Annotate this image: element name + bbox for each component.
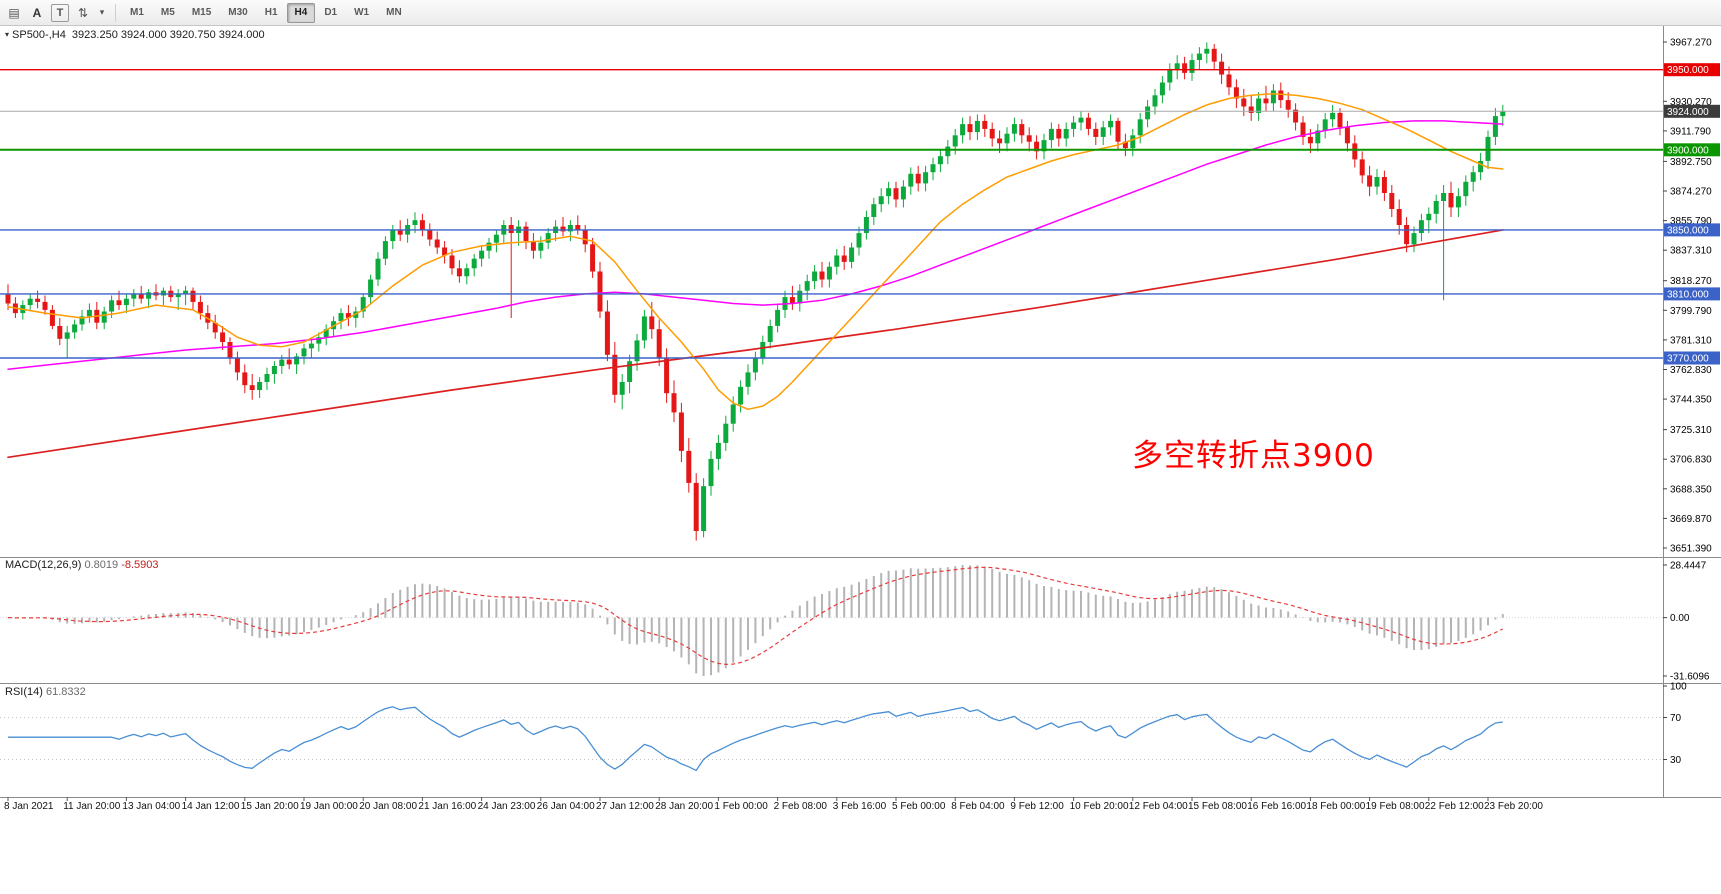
svg-text:28.4447: 28.4447 [1670,561,1707,572]
svg-text:100: 100 [1670,682,1687,693]
svg-text:16 Feb 16:00: 16 Feb 16:00 [1247,801,1306,812]
svg-text:5 Feb 00:00: 5 Feb 00:00 [892,801,946,812]
svg-text:3706.830: 3706.830 [1670,455,1712,466]
svg-text:19 Feb 08:00: 19 Feb 08:00 [1366,801,1425,812]
svg-text:3892.750: 3892.750 [1670,157,1712,168]
svg-text:3837.310: 3837.310 [1670,246,1712,257]
toolbar-separator [115,3,116,22]
svg-text:8 Jan 2021: 8 Jan 2021 [4,801,54,812]
svg-text:13 Jan 04:00: 13 Jan 04:00 [122,801,180,812]
svg-text:3744.350: 3744.350 [1670,395,1712,406]
scale-arrows-icon[interactable]: ⇅ [72,2,94,24]
svg-text:23 Feb 20:00: 23 Feb 20:00 [1484,801,1543,812]
svg-text:3669.870: 3669.870 [1670,514,1712,525]
svg-text:3651.390: 3651.390 [1670,544,1712,555]
text-tool-icon[interactable]: T [51,3,69,22]
svg-text:3924.000: 3924.000 [1667,107,1709,118]
svg-text:3900.000: 3900.000 [1667,145,1709,156]
svg-text:3950.000: 3950.000 [1667,65,1709,76]
svg-text:3930.270: 3930.270 [1670,97,1712,108]
svg-text:3911.790: 3911.790 [1670,126,1711,137]
svg-text:20 Jan 08:00: 20 Jan 08:00 [359,801,417,812]
svg-text:19 Jan 00:00: 19 Jan 00:00 [300,801,358,812]
svg-text:28 Jan 20:00: 28 Jan 20:00 [655,801,713,812]
svg-text:22 Feb 12:00: 22 Feb 12:00 [1425,801,1484,812]
timeframe-m5[interactable]: M5 [153,3,183,23]
svg-text:3762.830: 3762.830 [1670,365,1712,376]
timeframe-m15[interactable]: M15 [184,3,219,23]
timeframe-d1[interactable]: D1 [316,3,345,23]
svg-text:12 Feb 04:00: 12 Feb 04:00 [1129,801,1188,812]
svg-text:18 Feb 00:00: 18 Feb 00:00 [1306,801,1365,812]
price-chart-canvas[interactable]: 3967.270 3930.270 3911.790 3892.750 3874.270… [0,26,1721,894]
svg-text:3818.270: 3818.270 [1670,276,1712,287]
timeframe-m30[interactable]: M30 [220,3,255,23]
svg-text:3 Feb 16:00: 3 Feb 16:00 [833,801,887,812]
svg-text:3850.000: 3850.000 [1667,225,1709,236]
svg-text:3799.790: 3799.790 [1670,306,1712,317]
svg-text:1 Feb 00:00: 1 Feb 00:00 [714,801,768,812]
svg-text:26 Jan 04:00: 26 Jan 04:00 [537,801,595,812]
svg-text:24 Jan 23:00: 24 Jan 23:00 [478,801,536,812]
svg-text:3725.310: 3725.310 [1670,425,1712,436]
svg-text:14 Jan 12:00: 14 Jan 12:00 [182,801,240,812]
svg-text:70: 70 [1670,713,1682,724]
svg-text:15 Jan 20:00: 15 Jan 20:00 [241,801,299,812]
timeframe-mn[interactable]: MN [378,3,410,23]
svg-text:3967.270: 3967.270 [1670,38,1712,49]
svg-text:15 Feb 08:00: 15 Feb 08:00 [1188,801,1247,812]
svg-text:8 Feb 04:00: 8 Feb 04:00 [951,801,1005,812]
chart-area: 3967.270 3930.270 3911.790 3892.750 3874.270… [0,26,1721,894]
timeframe-h4[interactable]: H4 [286,2,316,23]
svg-text:-31.6096: -31.6096 [1670,672,1710,683]
svg-text:3810.000: 3810.000 [1667,289,1709,300]
timeframe-w1[interactable]: W1 [346,3,377,23]
chart-window-icon[interactable]: ▤ [3,2,25,24]
svg-text:3688.350: 3688.350 [1670,484,1712,495]
timeframe-h1[interactable]: H1 [257,3,286,23]
timeframe-m1[interactable]: M1 [122,3,152,23]
svg-text:21 Jan 16:00: 21 Jan 16:00 [418,801,476,812]
svg-text:9 Feb 12:00: 9 Feb 12:00 [1010,801,1064,812]
svg-text:3855.790: 3855.790 [1670,216,1712,227]
svg-text:10 Feb 20:00: 10 Feb 20:00 [1070,801,1129,812]
svg-text:0.00: 0.00 [1670,613,1690,624]
svg-text:27 Jan 12:00: 27 Jan 12:00 [596,801,654,812]
font-a-icon[interactable]: A [26,2,48,24]
dropdown-caret-icon[interactable]: ▾ [95,2,109,24]
svg-text:2 Feb 08:00: 2 Feb 08:00 [774,801,828,812]
svg-text:3770.000: 3770.000 [1667,354,1709,365]
svg-text:3874.270: 3874.270 [1670,187,1712,198]
svg-text:30: 30 [1670,755,1682,766]
svg-text:11 Jan 20:00: 11 Jan 20:00 [63,801,121,812]
toolbar: ▤ A T ⇅ ▾ M1 M5 M15 M30 H1 H4 D1 W1 MN [0,0,1721,26]
svg-text:3781.310: 3781.310 [1670,335,1712,346]
